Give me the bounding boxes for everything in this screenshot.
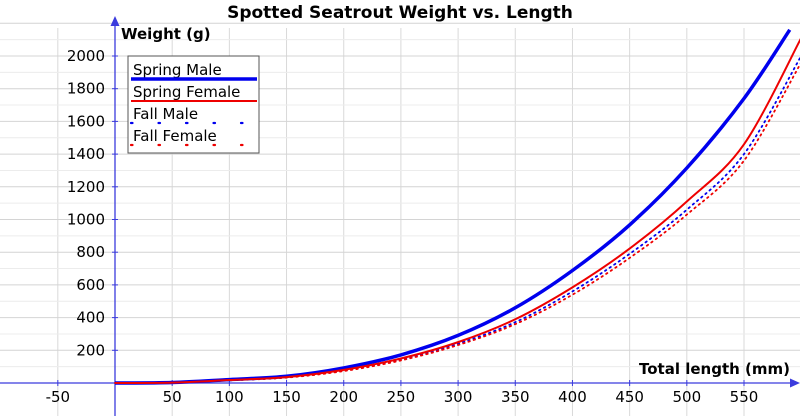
y-tick-label: 1600 <box>67 112 105 130</box>
x-tick-label: 150 <box>272 388 301 406</box>
y-axis-title: Weight (g) <box>121 25 211 43</box>
series-group <box>114 28 800 385</box>
legend-label-spring-male: Spring Male <box>133 61 222 79</box>
y-tick-label: 1400 <box>67 145 105 163</box>
y-tick-label: 1000 <box>67 211 105 229</box>
tick-labels: -50 50 100 150 200 250 300 350 400 450 500 550 200 40… <box>46 47 759 406</box>
x-tick-label: 400 <box>558 388 587 406</box>
x-axis-arrow <box>790 378 800 388</box>
x-tick-label: 450 <box>615 388 644 406</box>
y-tick-label: 2000 <box>67 47 105 65</box>
y-tick-label: 200 <box>76 341 105 359</box>
x-axis-title: Total length (mm) <box>639 360 790 378</box>
x-tick-label: -50 <box>46 388 71 406</box>
y-tick-label: 800 <box>76 243 105 261</box>
y-tick-label: 1200 <box>67 178 105 196</box>
legend: Spring Male Spring Female Fall Male Fall Fe… <box>127 55 260 154</box>
grid-lines <box>0 22 800 416</box>
series-line-spring-female <box>114 38 800 385</box>
x-tick-label: 100 <box>215 388 244 406</box>
x-tick-label: 50 <box>163 388 182 406</box>
y-axis-arrow <box>110 16 120 26</box>
y-tick-label: 600 <box>76 276 105 294</box>
x-tick-label: 250 <box>387 388 416 406</box>
x-tick-label: 550 <box>730 388 759 406</box>
legend-label-fall-female: Fall Female <box>133 127 217 145</box>
axes <box>0 16 800 416</box>
legend-label-fall-male: Fall Male <box>133 105 198 123</box>
legend-label-spring-female: Spring Female <box>133 83 240 101</box>
x-tick-label: 350 <box>501 388 530 406</box>
x-tick-label: 500 <box>672 388 701 406</box>
chart-title: Spotted Seatrout Weight vs. Length <box>227 3 573 23</box>
y-tick-label: 1800 <box>67 80 105 98</box>
x-tick-label: 200 <box>329 388 358 406</box>
legend-box <box>127 55 260 154</box>
x-tick-label: 300 <box>444 388 473 406</box>
y-tick-label: 400 <box>76 309 105 327</box>
